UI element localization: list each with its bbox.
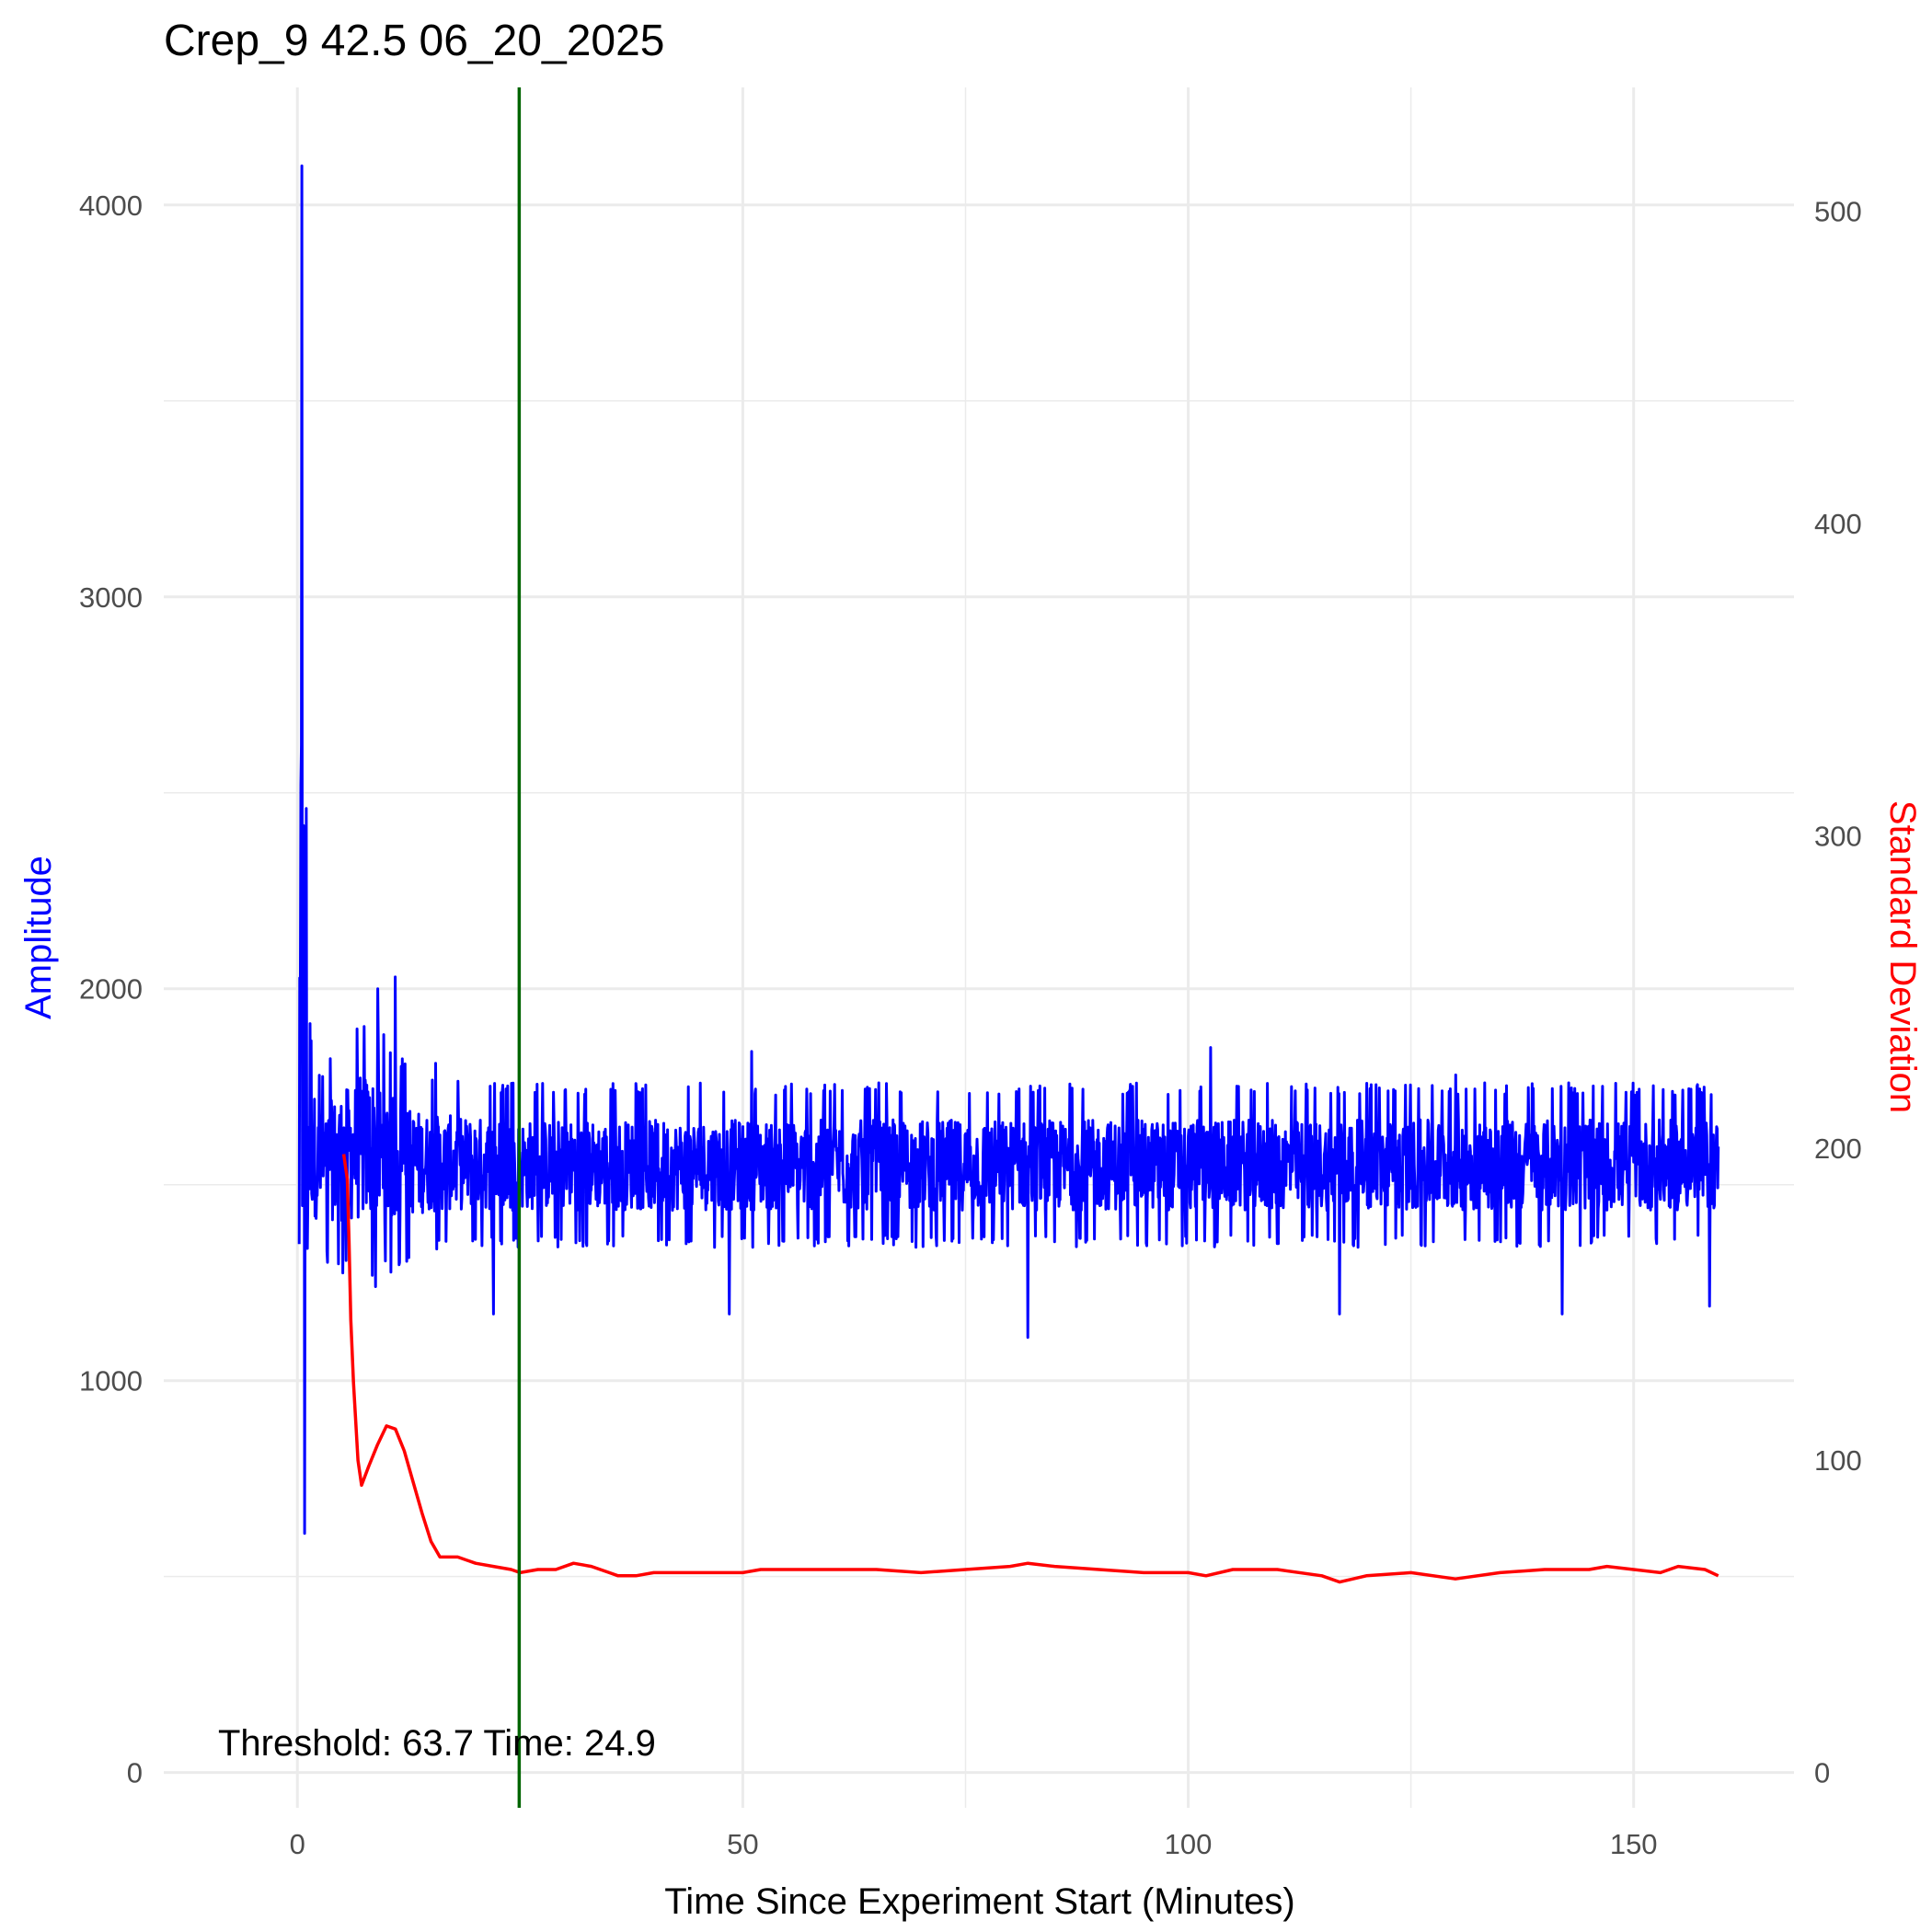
y-right-axis-title: Standard Deviation xyxy=(1882,800,1923,1113)
amplitude-series xyxy=(297,164,1720,1535)
y-tick-label: 3000 xyxy=(79,581,143,614)
x-tick-label: 100 xyxy=(1165,1828,1213,1860)
y-tick-label: 0 xyxy=(127,1757,143,1789)
chart-title: Crep_9 42.5 06_20_2025 xyxy=(164,17,664,65)
y-tick-label: 4000 xyxy=(79,190,143,222)
y-right-tick-label: 100 xyxy=(1814,1444,1862,1477)
y-tick-labels: 0 1000 2000 3000 4000 xyxy=(79,190,143,1789)
y-right-tick-label: 200 xyxy=(1814,1133,1862,1165)
std-dev-series xyxy=(341,1154,1719,1584)
std-dev-line xyxy=(341,1154,1719,1584)
y-tick-label: 1000 xyxy=(79,1365,143,1397)
y-axis-title: Amplitude xyxy=(18,856,59,1019)
y-right-tick-label: 500 xyxy=(1814,195,1862,227)
x-axis-title: Time Since Experiment Start (Minutes) xyxy=(664,1881,1294,1922)
y-right-tick-label: 400 xyxy=(1814,508,1862,540)
y-right-tick-label: 300 xyxy=(1814,820,1862,852)
y-tick-label: 2000 xyxy=(79,973,143,1006)
threshold-annotation: Threshold: 63.7 Time: 24.9 xyxy=(218,1723,656,1764)
x-tick-label: 0 xyxy=(290,1828,305,1860)
x-tick-label: 150 xyxy=(1610,1828,1658,1860)
y-right-tick-labels: 0 100 200 300 400 500 xyxy=(1814,195,1862,1788)
y-right-tick-label: 0 xyxy=(1814,1757,1830,1789)
grid-major xyxy=(164,87,1794,1808)
x-tick-labels: 0 50 100 150 xyxy=(290,1828,1658,1860)
x-tick-label: 50 xyxy=(727,1828,758,1860)
amplitude-line xyxy=(297,164,1720,1535)
